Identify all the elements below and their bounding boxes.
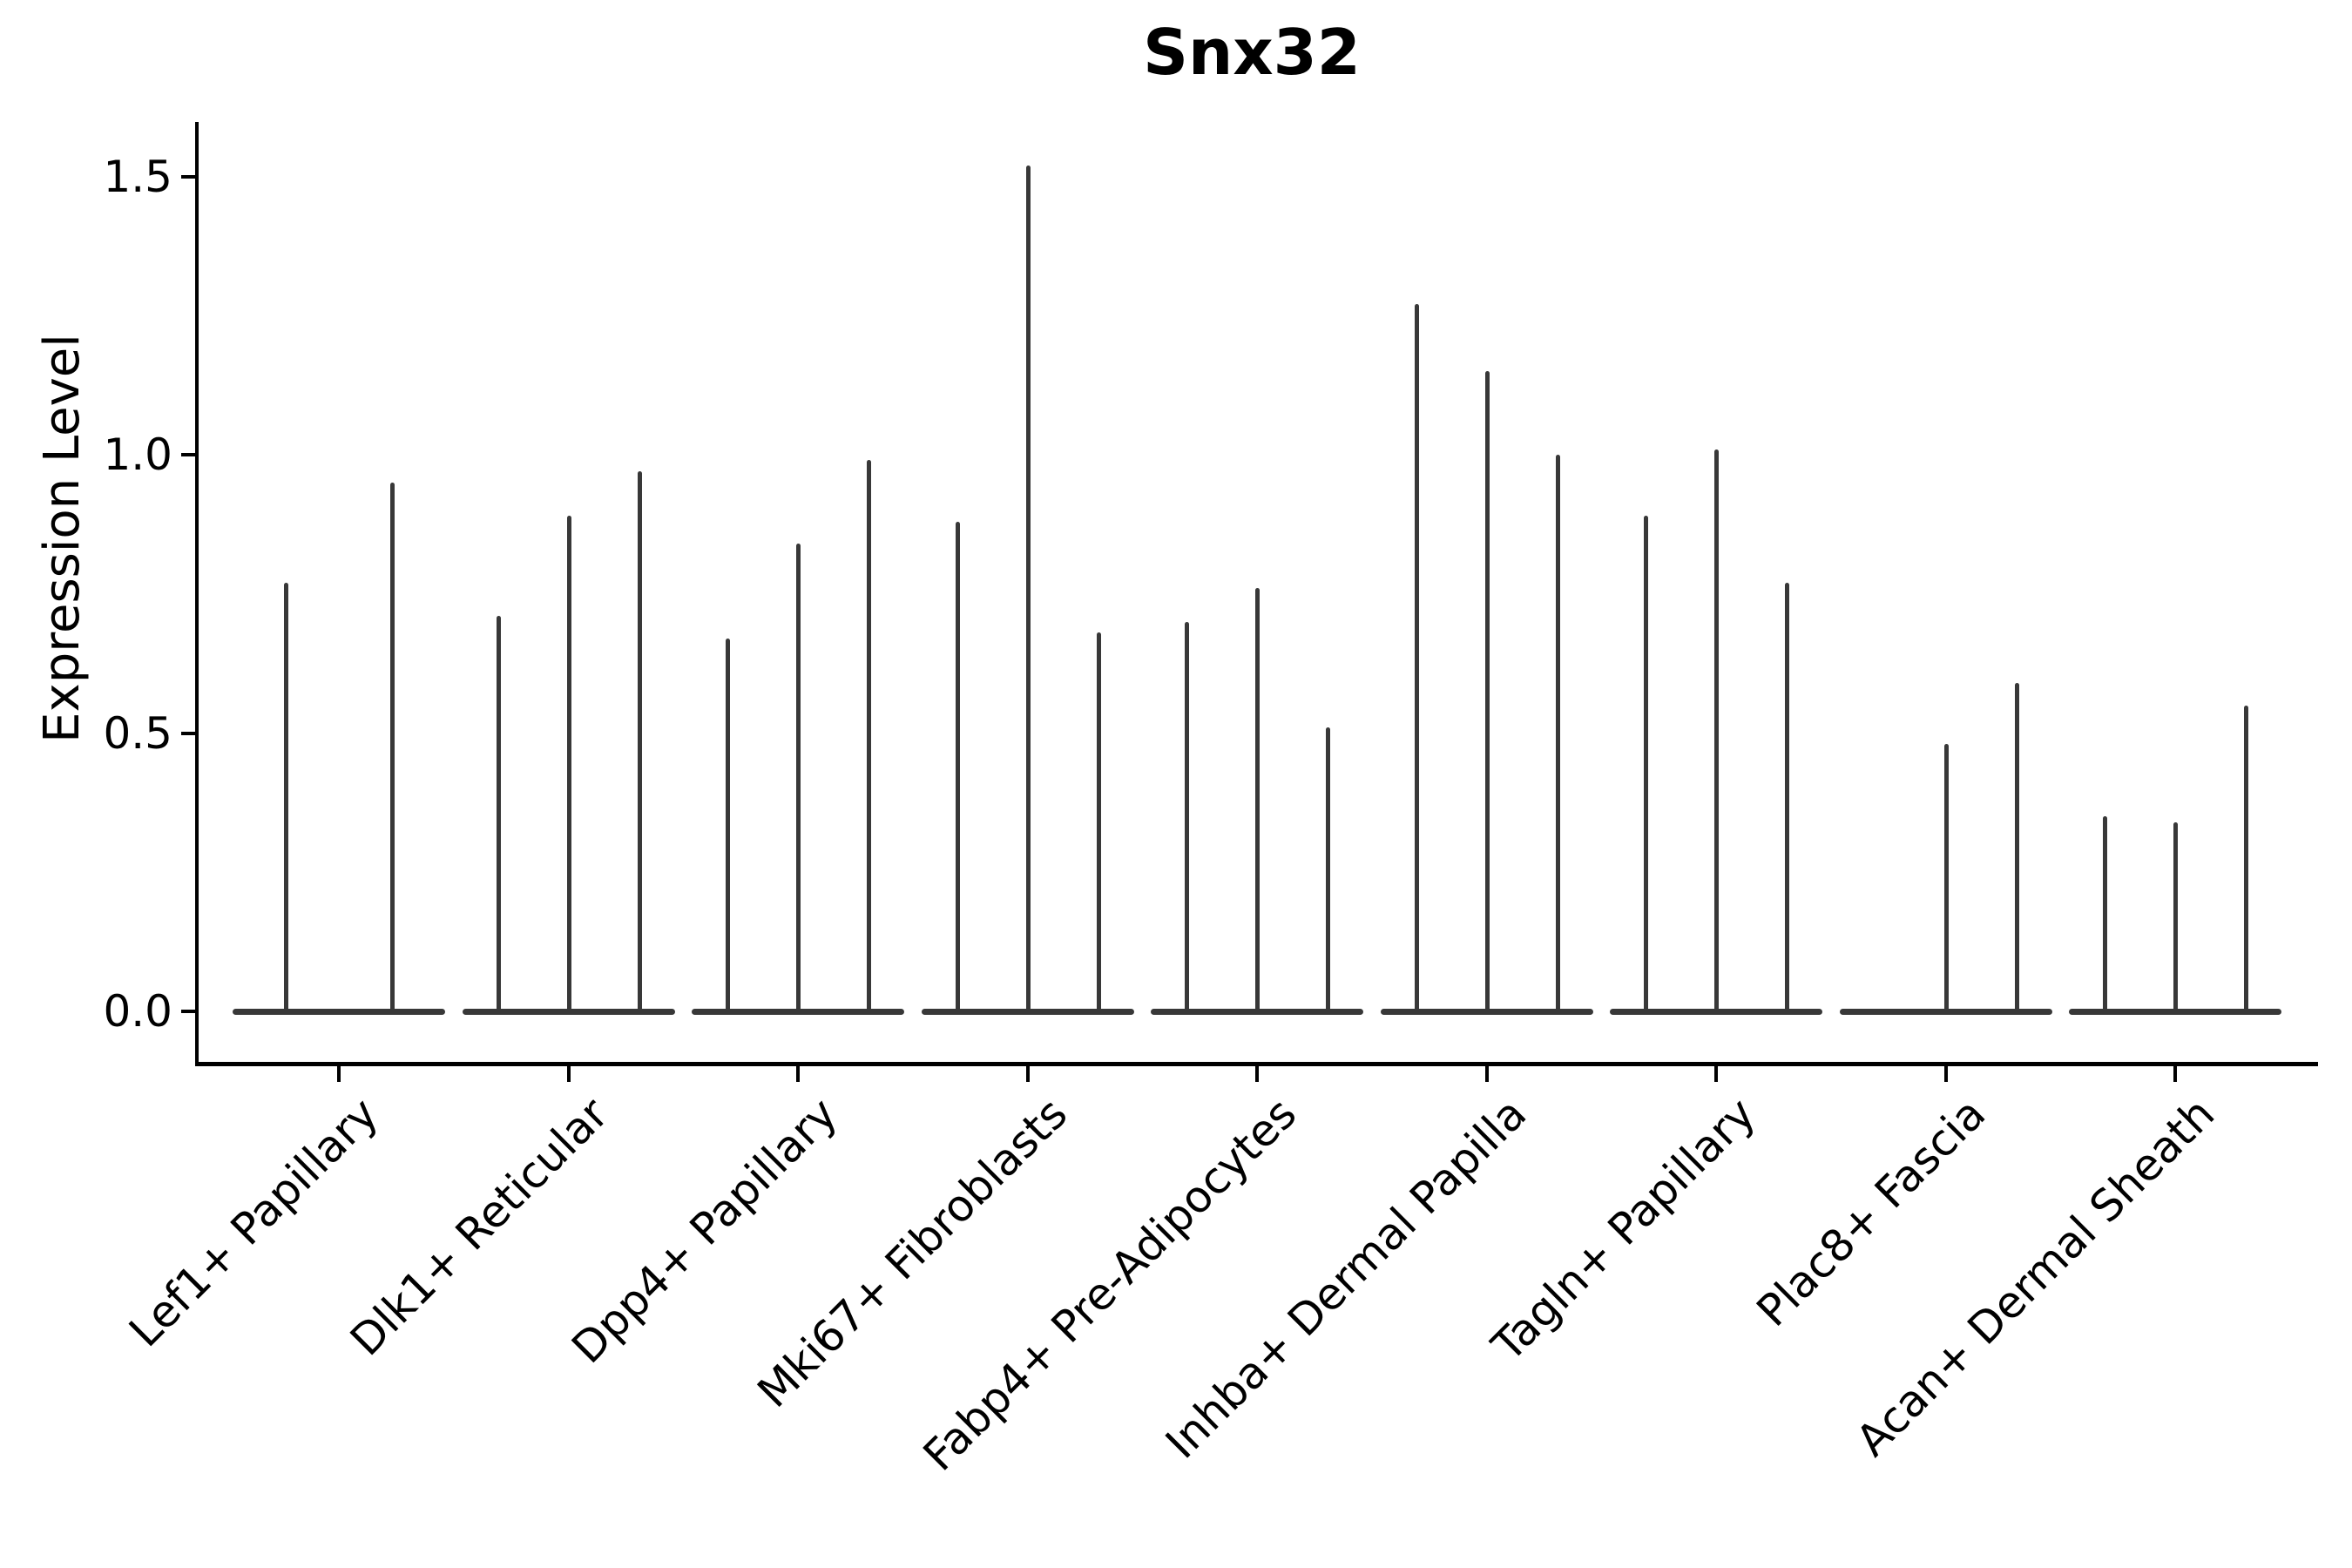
violin-spike — [496, 616, 501, 1015]
plot-title: Snx32 — [1143, 16, 1361, 89]
x-tick-mark — [1714, 1066, 1718, 1082]
x-tick-mark — [337, 1066, 341, 1082]
violin-spike — [726, 638, 730, 1015]
violin-spike — [796, 544, 801, 1015]
x-tick-label: Dlk1+ Reticular — [340, 1088, 618, 1366]
violin-spike — [1255, 588, 1260, 1015]
violin-spike — [867, 460, 871, 1015]
y-tick-mark — [181, 453, 195, 456]
x-tick-mark — [796, 1066, 800, 1082]
x-tick-label: Tagln+ Papillary — [1482, 1088, 1766, 1371]
violin-spike — [1326, 727, 1330, 1015]
violin-spike — [2103, 816, 2107, 1015]
y-tick-label: 0.0 — [103, 986, 172, 1037]
violin-spike — [1555, 455, 1560, 1015]
violin-spike — [637, 471, 642, 1015]
x-tick-mark — [1025, 1066, 1030, 1082]
violin-spike — [1414, 304, 1419, 1015]
violin-spike — [1943, 744, 1949, 1015]
x-tick-label: Plac8+ Fascia — [1747, 1088, 1995, 1337]
violin-spike — [1785, 582, 1789, 1015]
y-tick-label: 1.0 — [103, 429, 172, 480]
y-tick-label: 0.5 — [103, 707, 172, 759]
violin-spike — [566, 516, 571, 1015]
x-tick-label: Inhba+ Dermal Papilla — [1155, 1088, 1536, 1469]
violin-spike — [1185, 621, 1189, 1015]
violin-spike — [2014, 682, 2019, 1015]
violin-spike — [284, 582, 288, 1015]
violin-spike — [1025, 165, 1031, 1015]
x-tick-label: Mki67+ Fibroblasts — [747, 1088, 1077, 1418]
x-tick-mark — [1484, 1066, 1489, 1082]
y-axis-spine — [195, 122, 199, 1066]
x-tick-mark — [1943, 1066, 1948, 1082]
x-tick-label: Fabp4+ Pre-Adipocytes — [913, 1088, 1307, 1481]
violin-spike — [2173, 821, 2178, 1015]
y-tick-mark — [181, 731, 195, 735]
violin-spike — [1096, 632, 1101, 1015]
x-tick-mark — [1255, 1066, 1259, 1082]
x-axis-spine — [195, 1062, 2318, 1066]
violin-spike — [955, 521, 960, 1015]
violin-spike — [390, 482, 395, 1015]
y-axis-label: Expression Level — [34, 334, 91, 743]
violin-zero-bulk — [233, 1009, 445, 1015]
y-tick-mark — [181, 1010, 195, 1013]
violin-spike — [2244, 705, 2248, 1015]
x-tick-mark — [2173, 1066, 2177, 1082]
y-tick-label: 1.5 — [103, 151, 172, 202]
x-tick-label: Dpp4+ Papillary — [562, 1088, 848, 1374]
x-tick-mark — [566, 1066, 571, 1082]
violin-spike — [1714, 449, 1719, 1015]
violin-spike — [1484, 371, 1490, 1015]
violin-spike — [1644, 516, 1648, 1015]
x-tick-label: Acan+ Dermal Sheath — [1846, 1088, 2225, 1466]
y-tick-mark — [181, 174, 195, 179]
